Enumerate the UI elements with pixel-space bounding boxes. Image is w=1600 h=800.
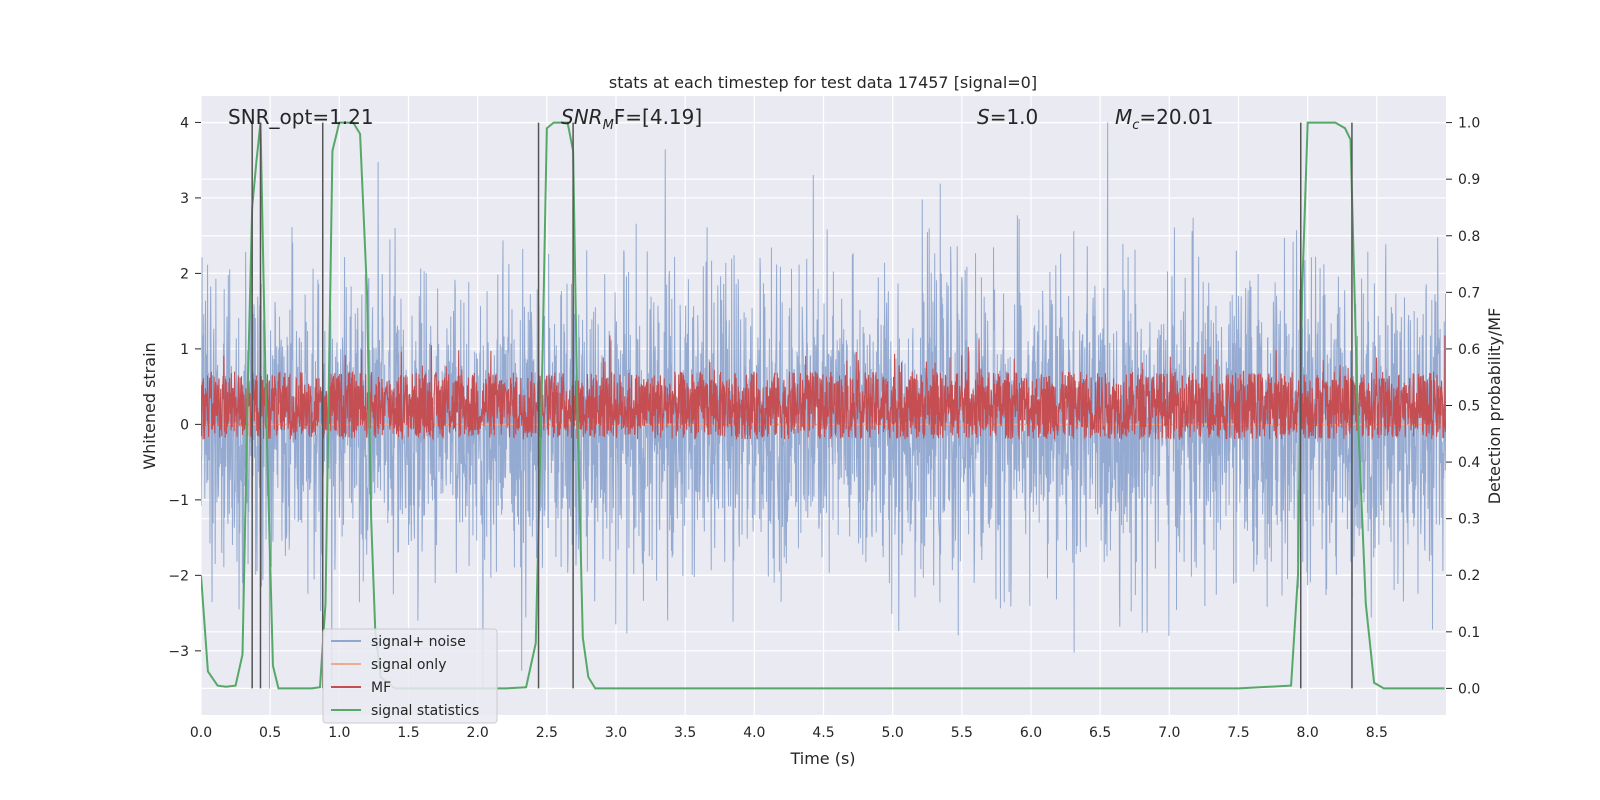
annotation-snr-mf-main: SNR — [561, 105, 603, 129]
annotation-mc-main: M — [1115, 105, 1132, 129]
series-signal-noise — [201, 122, 1446, 689]
annotation-mc: Mc=20.01 — [1115, 105, 1213, 133]
x-tick-label: 8.0 — [1297, 725, 1319, 741]
x-tick-label: 4.5 — [812, 725, 834, 741]
x-tick-label: 0.0 — [190, 725, 212, 741]
annotation-s: S=1.0 — [977, 105, 1038, 129]
y-right-tick-label: 0.6 — [1458, 342, 1480, 358]
annotation-snr-mf-rest: F=[4.19] — [614, 105, 702, 129]
y-right-tick-label: 0.7 — [1458, 285, 1480, 301]
annotation-mc-rest: =20.01 — [1139, 105, 1213, 129]
annotation-snr-opt: SNR_opt=1.21 — [228, 105, 374, 129]
y-right-tick-label: 0.0 — [1458, 681, 1480, 697]
x-tick-label: 3.0 — [605, 725, 627, 741]
y-right-tick-label: 0.3 — [1458, 512, 1480, 528]
legend-box — [322, 628, 498, 724]
y-right-tick-label: 0.4 — [1458, 455, 1480, 471]
y-right-tick-label: 0.5 — [1458, 399, 1480, 415]
legend-label-mf: MF — [371, 680, 391, 696]
y-left-tick-label: −3 — [168, 644, 189, 660]
y-left-tick-label: −1 — [168, 493, 189, 509]
x-tick-label: 3.5 — [674, 725, 696, 741]
y-left-ticks: 4 3 2 1 0 −1 −2 −3 — [168, 115, 201, 660]
y-right-tick-label: 1.0 — [1458, 116, 1480, 132]
x-tick-label: 5.0 — [882, 725, 904, 741]
legend: signal+ noise signal only MF signal stat… — [322, 628, 498, 724]
annotation-mc-sub: c — [1132, 118, 1139, 133]
y-left-axis-label: Whitened strain — [140, 342, 159, 469]
x-tick-label: 6.0 — [1020, 725, 1042, 741]
annotation-snr-mf: SNRMF=[4.19] — [561, 105, 702, 133]
signal-statistics-line — [201, 121, 1445, 690]
x-tick-label: 1.0 — [328, 725, 350, 741]
x-axis-label: Time (s) — [789, 749, 855, 768]
x-tick-label: 1.5 — [397, 725, 419, 741]
y-right-tick-label: 0.9 — [1458, 172, 1480, 188]
chart-title: stats at each timestep for test data 174… — [609, 73, 1037, 92]
x-tick-label: 6.5 — [1089, 725, 1111, 741]
x-tick-label: 5.5 — [951, 725, 973, 741]
x-tick-label: 7.5 — [1227, 725, 1249, 741]
y-left-tick-label: −2 — [168, 568, 189, 584]
x-tick-label: 0.5 — [259, 725, 281, 741]
y-right-tick-label: 0.8 — [1458, 229, 1480, 245]
legend-label-signal-only: signal only — [371, 657, 446, 673]
annotation-snr-mf-sub: M — [603, 118, 614, 133]
x-tick-label: 4.0 — [743, 725, 765, 741]
x-tick-label: 8.5 — [1366, 725, 1388, 741]
mf-line — [201, 335, 1446, 442]
series-mf — [201, 335, 1446, 442]
annotation-s-rest: =1.0 — [990, 105, 1039, 129]
annotation-s-main: S — [977, 105, 990, 129]
vertical-lines — [251, 122, 1353, 689]
y-right-tick-label: 0.1 — [1458, 625, 1480, 641]
y-right-tick-label: 0.2 — [1458, 568, 1480, 584]
legend-label-signal-noise: signal+ noise — [371, 634, 466, 650]
x-tick-label: 2.5 — [536, 725, 558, 741]
y-left-tick-label: 1 — [180, 342, 189, 358]
y-left-tick-label: 0 — [180, 417, 189, 433]
x-ticks: 0.0 0.5 1.0 1.5 2.0 2.5 3.0 3.5 4.0 4.5 5.0 5.5 6.0 6… — [190, 725, 1388, 741]
y-right-ticks: 1.0 0.9 0.8 0.7 0.6 0.5 0.4 0.3 0.2 0.1 0.0 — [1446, 116, 1480, 697]
y-left-tick-label: 2 — [180, 266, 189, 282]
legend-label-signal-statistics: signal statistics — [371, 703, 479, 719]
series-signal-statistics — [201, 121, 1445, 690]
signal-noise-line — [201, 122, 1446, 689]
x-tick-label: 2.0 — [467, 725, 489, 741]
y-left-tick-label: 3 — [180, 191, 189, 207]
y-left-tick-label: 4 — [180, 115, 189, 131]
x-tick-label: 7.0 — [1158, 725, 1180, 741]
y-right-axis-label: Detection probability/MF — [1485, 308, 1504, 505]
